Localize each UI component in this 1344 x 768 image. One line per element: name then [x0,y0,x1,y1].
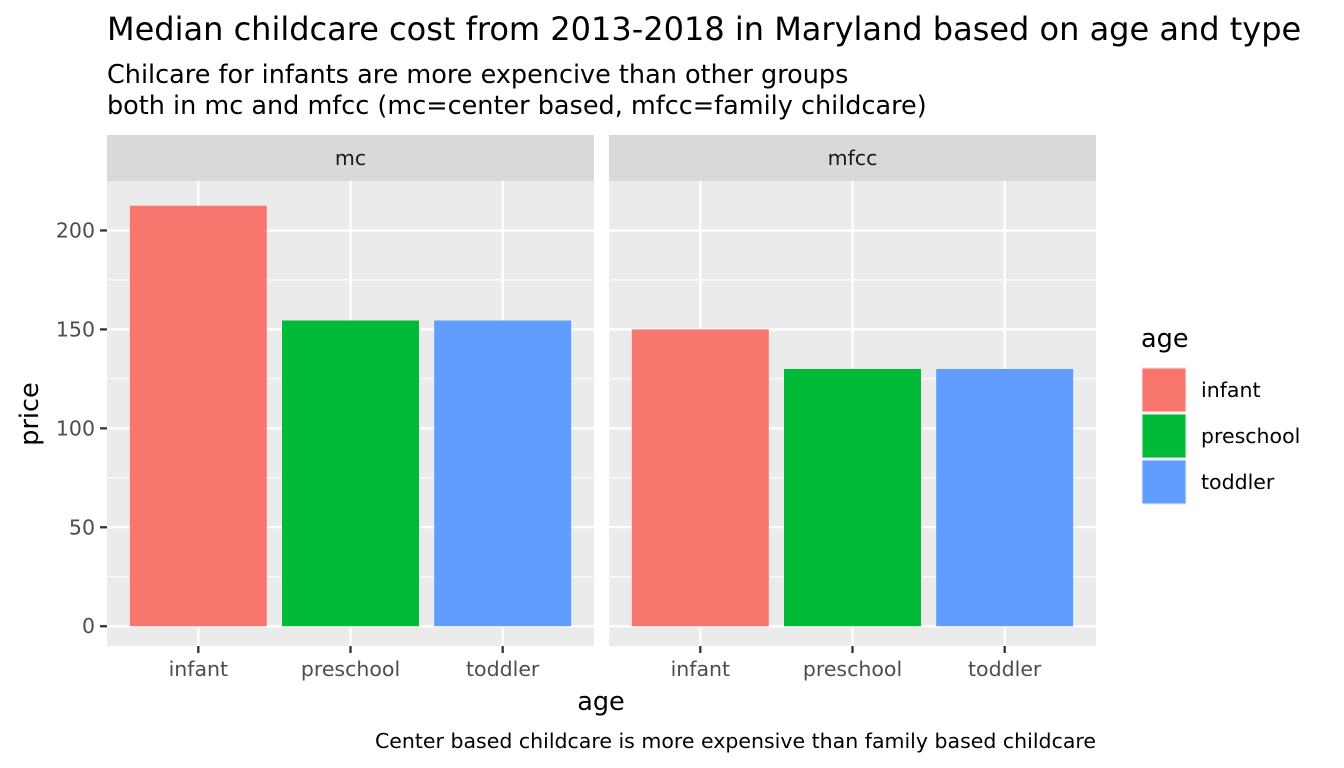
legend-swatch-preschool [1142,414,1186,458]
y-tick-label: 150 [56,317,95,341]
legend-label-preschool: preschool [1201,424,1300,448]
x-tick-label: infant [671,657,731,681]
chart-subtitle-line-2: both in mc and mfcc (mc=center based, mf… [107,91,927,121]
bar-mc-toddler [434,320,572,627]
y-tick-label: 100 [56,416,95,440]
facet-strip [107,135,594,181]
panel-mfcc: mfcc [609,135,1096,646]
y-tick-label: 200 [56,218,95,242]
legend-swatch-infant [1142,368,1186,412]
x-axis-title: age [577,687,625,717]
x-tick-label: preschool [301,657,400,681]
legend-label-toddler: toddler [1201,470,1275,494]
legend-swatch-toddler [1142,460,1186,504]
bar-mc-preschool [282,320,419,627]
legend-label-infant: infant [1201,378,1261,402]
chart-title: Median childcare cost from 2013-2018 in … [107,10,1301,48]
facet-strip [609,135,1096,181]
bar-mfcc-infant [631,329,769,627]
legend-title: age [1141,324,1189,354]
facet-panels: mc mfcc [107,135,1096,646]
chart-caption: Center based childcare is more expensive… [375,729,1096,753]
chart-subtitle-line-1: Chilcare for infants are more expencive … [107,60,848,90]
y-axis-title: price [15,382,45,445]
bar-mfcc-toddler [936,368,1074,627]
facet-strip-label: mc [335,146,366,170]
x-axis: infant preschool toddler infant preschool tod… [169,646,1042,681]
x-tick-label: toddler [466,657,540,681]
y-axis: 0 50 100 150 200 [56,218,107,638]
bar-mfcc-preschool [784,368,921,627]
x-tick-label: infant [169,657,229,681]
x-tick-label: toddler [968,657,1042,681]
facet-strip-label: mfcc [828,146,878,170]
legend: age infant preschool toddler [1141,324,1300,505]
x-tick-label: preschool [803,657,902,681]
bar-mc-infant [129,205,267,627]
y-tick-label: 0 [82,614,95,638]
panel-mc: mc [107,135,594,646]
y-tick-label: 50 [69,515,95,539]
